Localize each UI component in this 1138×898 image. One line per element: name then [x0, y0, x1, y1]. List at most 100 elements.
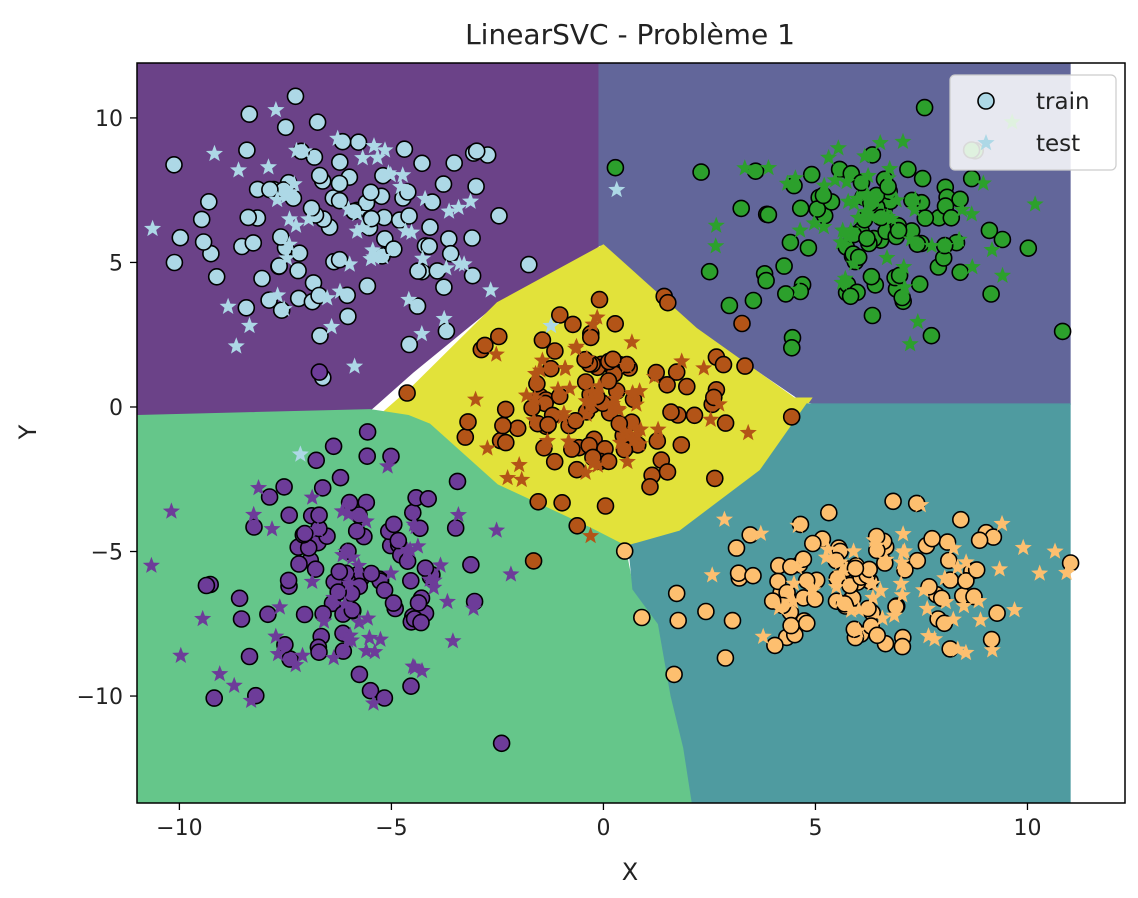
- test-point-class-0: [285, 175, 303, 192]
- test-point-class-0: [346, 357, 364, 374]
- test-point-class-3: [360, 628, 378, 646]
- test-point-class-4: [1014, 538, 1032, 556]
- train-point-class-2: [714, 355, 733, 374]
- test-point-class-3: [359, 609, 377, 626]
- train-point-class-3: [230, 589, 249, 608]
- x-tick-label: 0: [596, 816, 610, 841]
- train-point-class-0: [289, 261, 307, 280]
- test-point-class-2: [627, 426, 645, 444]
- test-point-class-4: [845, 542, 863, 559]
- test-point-class-4: [803, 580, 821, 597]
- train-point-class-0: [194, 233, 213, 251]
- train-point-class-4: [766, 636, 784, 655]
- test-point-class-3: [172, 646, 190, 663]
- train-point-class-3: [260, 488, 279, 506]
- test-point-class-1: [923, 236, 941, 254]
- test-point-class-0: [402, 223, 421, 240]
- test-point-class-4: [970, 592, 988, 609]
- test-point-class-4: [983, 641, 1001, 658]
- test-point-class-0: [437, 259, 455, 276]
- train-point-class-0: [361, 183, 380, 202]
- train-point-class-2: [524, 552, 543, 570]
- train-point-class-4: [669, 611, 688, 630]
- test-point-class-3: [425, 578, 443, 595]
- train-point-class-3: [306, 560, 325, 579]
- test-point-class-4: [918, 599, 936, 617]
- train-point-class-2: [398, 384, 416, 402]
- test-point-class-1: [906, 200, 924, 218]
- test-point-class-1: [856, 147, 874, 164]
- test-point-class-4: [850, 600, 868, 617]
- test-point-class-1: [950, 230, 968, 247]
- train-point-class-3: [403, 503, 422, 522]
- test-point-class-3: [303, 572, 321, 589]
- train-point-class-4: [729, 564, 748, 583]
- train-point-class-0: [400, 335, 419, 354]
- train-point-class-3: [375, 689, 394, 707]
- test-point-class-0: [230, 161, 248, 178]
- train-point-class-4: [951, 510, 970, 529]
- test-point-class-4: [865, 531, 883, 548]
- test-point-class-3: [337, 542, 355, 559]
- test-point-class-1: [963, 205, 981, 222]
- train-point-class-2: [658, 375, 676, 394]
- legend-box: [949, 74, 1117, 171]
- train-point-class-3: [330, 562, 349, 581]
- train-point-class-2: [489, 327, 508, 346]
- train-point-class-3: [310, 643, 328, 662]
- test-point-class-2: [531, 361, 549, 378]
- test-point-class-2: [624, 431, 642, 449]
- test-point-class-1: [888, 191, 906, 208]
- test-point-class-0: [280, 235, 298, 252]
- test-point-class-0: [382, 166, 400, 183]
- x-axis-label: X: [622, 858, 638, 886]
- test-point-class-0: [365, 137, 383, 154]
- train-point-class-3: [259, 605, 277, 624]
- test-point-class-0: [300, 210, 318, 227]
- test-point-class-1: [858, 185, 876, 202]
- test-point-class-4: [703, 566, 721, 583]
- legend-marker-train: [977, 92, 995, 110]
- train-point-class-4: [884, 492, 902, 511]
- train-point-class-4: [846, 559, 865, 578]
- test-point-class-2: [649, 420, 667, 437]
- test-point-class-4: [842, 601, 860, 618]
- train-point-class-2: [546, 342, 564, 360]
- train-point-class-1: [899, 160, 917, 179]
- test-point-class-4: [936, 569, 954, 586]
- train-point-class-1: [1053, 322, 1072, 341]
- train-point-class-2: [604, 350, 622, 369]
- test-point-class-3: [267, 627, 285, 644]
- train-point-class-3: [419, 489, 438, 508]
- train-point-class-3: [324, 437, 343, 456]
- train-point-class-4: [615, 542, 634, 560]
- test-point-class-1: [829, 139, 847, 156]
- train-point-class-0: [276, 118, 295, 137]
- train-point-class-0: [463, 266, 482, 285]
- test-point-class-1: [974, 174, 992, 191]
- test-point-class-0: [295, 142, 313, 159]
- test-point-class-1: [815, 217, 833, 235]
- train-point-class-0: [171, 228, 190, 247]
- test-point-class-1: [963, 258, 981, 275]
- test-point-class-0: [323, 317, 341, 335]
- test-point-class-1: [862, 207, 880, 224]
- test-point-class-3: [325, 588, 343, 605]
- train-point-class-1: [962, 169, 981, 188]
- x-tick-label: −10: [156, 816, 202, 841]
- test-point-class-2: [577, 463, 595, 480]
- test-point-class-1: [820, 148, 838, 165]
- test-point-class-0: [341, 255, 359, 272]
- train-point-class-0: [413, 154, 431, 173]
- train-point-class-0: [330, 250, 349, 269]
- train-point-class-2: [606, 314, 625, 333]
- train-point-class-3: [331, 468, 350, 487]
- test-point-class-3: [309, 521, 327, 538]
- train-point-class-2: [599, 452, 618, 471]
- train-point-class-1: [775, 257, 793, 275]
- train-point-class-3: [401, 571, 420, 590]
- test-point-class-4: [785, 574, 803, 591]
- y-tick-label: −10: [77, 685, 123, 710]
- test-point-class-4: [892, 574, 910, 591]
- test-point-class-1: [881, 159, 899, 177]
